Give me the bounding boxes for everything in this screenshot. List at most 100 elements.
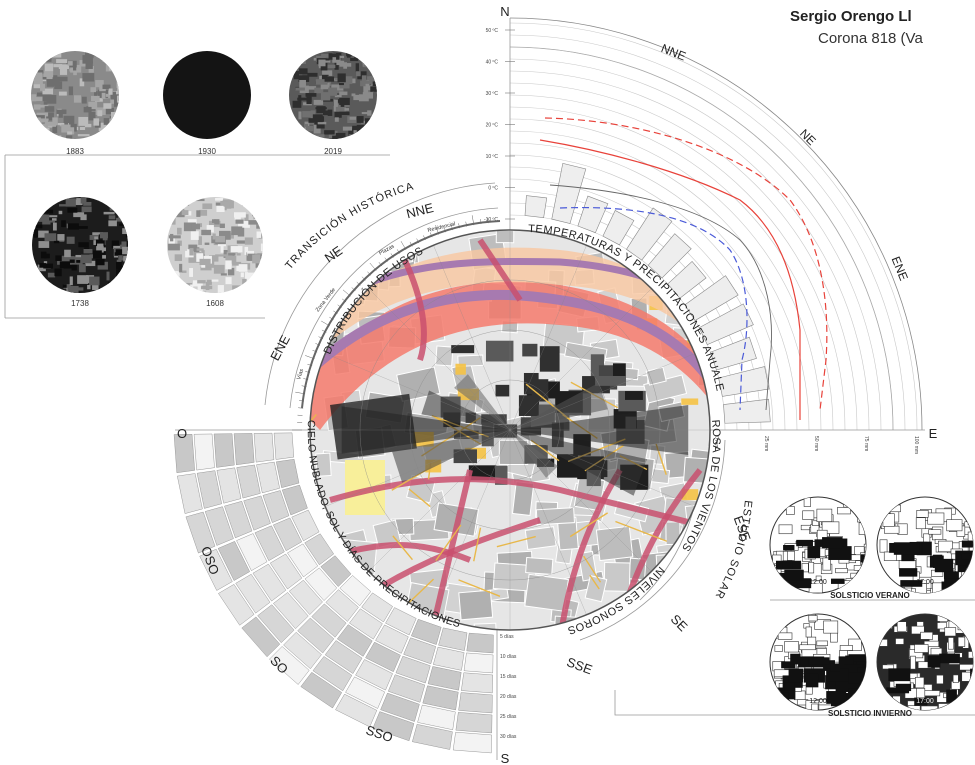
- map-texture: [376, 111, 377, 115]
- solar-block: [944, 627, 957, 637]
- ene-outer-label: ENE: [889, 254, 911, 282]
- road: [329, 476, 710, 533]
- map-texture: [351, 93, 356, 97]
- solar-block: [896, 621, 907, 632]
- map-texture: [89, 276, 100, 286]
- map-texture: [374, 119, 377, 122]
- shadow-block: [783, 544, 795, 551]
- map-texture: [253, 216, 263, 220]
- cloud-cell: [283, 631, 322, 670]
- map-texture: [324, 60, 331, 63]
- map-texture: [294, 56, 306, 65]
- map-texture: [71, 262, 77, 271]
- map-texture: [43, 127, 50, 134]
- map-texture: [332, 87, 344, 94]
- map-texture: [45, 214, 50, 223]
- map-texture: [50, 135, 62, 139]
- cloud-cell: [233, 433, 255, 466]
- map-texture: [214, 219, 220, 225]
- map-texture: [43, 263, 54, 269]
- map-texture: [262, 240, 263, 247]
- map-texture: [225, 255, 237, 264]
- solar-block: [808, 561, 815, 574]
- map-texture: [98, 122, 107, 131]
- solar-summer-evening: 17:00: [876, 496, 974, 594]
- precip-bar: [723, 398, 771, 424]
- map-texture: [344, 108, 349, 111]
- map-texture: [213, 264, 225, 274]
- cloud-cell: [297, 617, 335, 654]
- map-texture: [346, 54, 351, 58]
- wind-wedge: [510, 430, 647, 496]
- map-texture: [257, 266, 263, 274]
- map-texture: [260, 290, 263, 293]
- map-texture: [219, 292, 230, 293]
- solar-block: [966, 621, 973, 633]
- cloud-cell: [281, 484, 308, 516]
- climate-quadrant: 50 ºC 40 ºC 30 ºC 20 ºC 10 ºC 0 ºC -10 ºC 0 mm…: [484, 17, 925, 454]
- map-texture: [97, 243, 104, 250]
- map-texture: [367, 110, 372, 116]
- map-texture: [94, 236, 99, 240]
- solar-block: [888, 504, 901, 513]
- cloud-cell: [380, 692, 420, 722]
- historic-maps-panel: 1883 1930 2019 1738 1608: [4, 51, 390, 319]
- shadow-block: [860, 554, 866, 563]
- map-texture: [306, 96, 312, 105]
- uses-tick: [451, 225, 453, 231]
- outer-arc: [509, 46, 894, 431]
- river-road: [310, 289, 710, 398]
- cloud-day-bars: [173, 432, 494, 754]
- map-texture: [376, 117, 377, 121]
- map-texture: [361, 59, 373, 65]
- map-spoke: [509, 353, 695, 431]
- shadow-block: [835, 680, 861, 692]
- temp-tick-label: -10 ºC: [484, 217, 498, 223]
- precip-tick-label: 100 mm: [913, 436, 919, 454]
- nne-outer-label: NNE: [659, 41, 688, 63]
- map-texture: [63, 292, 73, 293]
- map-texture: [230, 246, 243, 253]
- cloud-cell: [224, 500, 253, 539]
- cloud-cell: [253, 432, 275, 463]
- cloud-cell: [252, 563, 287, 602]
- uses-tick: [416, 238, 420, 244]
- street: [615, 520, 668, 542]
- uses-tick: [480, 219, 482, 225]
- map-texture: [211, 219, 216, 223]
- map-texture: [236, 253, 241, 256]
- map-texture: [61, 220, 66, 228]
- map-texture: [52, 125, 58, 134]
- map-texture: [339, 91, 348, 96]
- map-texture: [38, 241, 50, 248]
- precip-tick-label: 75 mm: [863, 436, 869, 451]
- map-texture: [88, 65, 94, 73]
- shadow-block: [845, 655, 866, 668]
- map-texture: [78, 264, 86, 273]
- map-texture: [334, 117, 339, 122]
- core-block: [539, 346, 560, 372]
- map-texture: [197, 280, 206, 284]
- cloud-cell: [243, 495, 271, 531]
- cloud-cell: [387, 674, 426, 703]
- uses-tick: [396, 249, 400, 254]
- street: [530, 439, 560, 462]
- uses-tick: [465, 221, 467, 227]
- map-texture: [262, 287, 263, 293]
- map-texture: [260, 243, 263, 252]
- map-texture: [220, 201, 229, 206]
- solar-block: [965, 570, 973, 575]
- building-block: [662, 572, 707, 608]
- cloud-cell: [254, 525, 285, 562]
- historic-map-1738: 1738: [32, 197, 128, 308]
- building-block: [524, 526, 557, 551]
- map-texture: [117, 109, 119, 117]
- map-texture: [244, 272, 249, 279]
- map-texture: [190, 231, 199, 240]
- map-texture: [305, 125, 314, 132]
- cloud-cell: [256, 461, 280, 494]
- solar-block: [861, 683, 866, 697]
- solar-block: [914, 644, 929, 653]
- road: [557, 468, 623, 630]
- uses-tick: [321, 320, 330, 327]
